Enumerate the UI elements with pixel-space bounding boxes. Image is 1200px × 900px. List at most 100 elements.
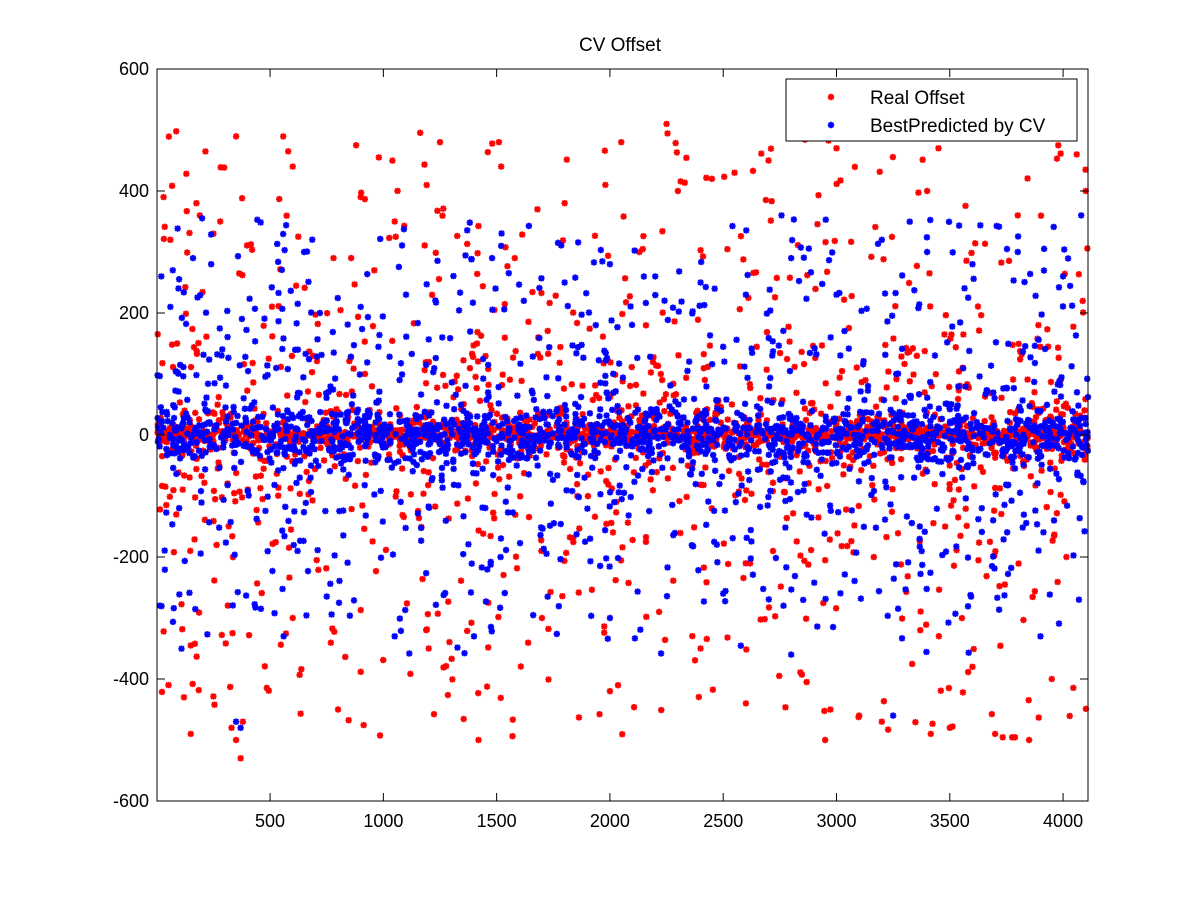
data-point [531,420,538,427]
data-point [179,411,187,418]
data-point [450,420,458,428]
data-point [602,477,610,485]
data-point [467,413,474,420]
data-point [341,453,348,461]
data-point [748,345,755,352]
data-point [211,701,218,708]
data-point [618,139,625,146]
data-point [434,426,441,433]
data-point [328,611,335,618]
data-point [505,269,512,277]
data-point [468,434,475,441]
data-point [255,413,262,420]
data-point [275,318,282,325]
data-point [475,527,482,534]
data-point [640,436,647,444]
data-point [402,606,409,614]
data-point [557,520,564,528]
data-point [273,470,280,477]
data-point [596,413,603,420]
data-point [793,414,800,422]
data-point [761,435,769,443]
data-point [744,271,751,279]
data-point [323,425,331,432]
data-point [714,397,721,404]
data-point [983,387,991,395]
data-point [800,254,808,261]
data-point [927,303,934,310]
data-point [574,446,581,453]
data-point [1038,442,1046,449]
data-point [307,309,315,316]
data-point [972,240,979,247]
data-point [497,163,505,170]
data-point [623,442,630,449]
data-point [703,635,710,643]
data-point [977,222,984,229]
data-point [927,417,934,425]
data-point [326,468,334,475]
data-point [642,410,649,417]
data-point [609,529,617,536]
data-point [660,440,668,448]
data-point [555,375,562,382]
data-point [402,524,409,532]
data-point [700,564,708,571]
data-point [203,394,210,401]
data-point [737,412,745,419]
data-point [1037,423,1045,430]
data-point [799,422,807,430]
data-point [628,413,635,420]
data-point [590,435,597,442]
data-point [1084,245,1091,252]
data-point [771,440,778,447]
data-point [534,409,542,417]
data-point [450,406,458,413]
data-point [946,481,953,488]
data-point [415,419,423,426]
data-point [421,242,428,249]
data-point [529,611,537,619]
data-point [913,435,920,442]
data-point [626,417,633,425]
data-point [509,509,517,516]
data-point [240,427,247,435]
data-point [249,359,256,367]
data-point [525,513,533,521]
data-point [202,449,209,456]
data-point [898,345,906,353]
data-point [652,273,659,280]
data-point [650,428,658,435]
data-point [923,437,930,445]
data-point [314,336,321,343]
data-point [1069,443,1077,450]
data-point [783,437,790,445]
data-point [213,422,220,429]
data-point [846,465,853,472]
data-point [1057,425,1064,433]
data-point [365,413,373,421]
data-point [251,405,258,412]
data-point [269,333,276,340]
data-point [871,438,878,446]
data-point [806,462,813,470]
data-point [593,420,601,428]
data-point [239,436,247,444]
data-point [1034,448,1041,456]
data-point [344,430,351,437]
data-point [280,417,288,425]
data-point [1050,223,1057,231]
data-point [495,400,502,407]
data-point [619,374,627,381]
data-point [889,485,896,493]
data-point [191,640,199,647]
data-point [448,379,455,386]
data-point [275,492,282,499]
data-point [1072,332,1080,339]
data-point [680,396,688,403]
data-point [559,592,566,600]
data-point [796,468,803,475]
data-point [873,426,881,434]
data-point [279,412,287,420]
data-point [736,363,744,370]
